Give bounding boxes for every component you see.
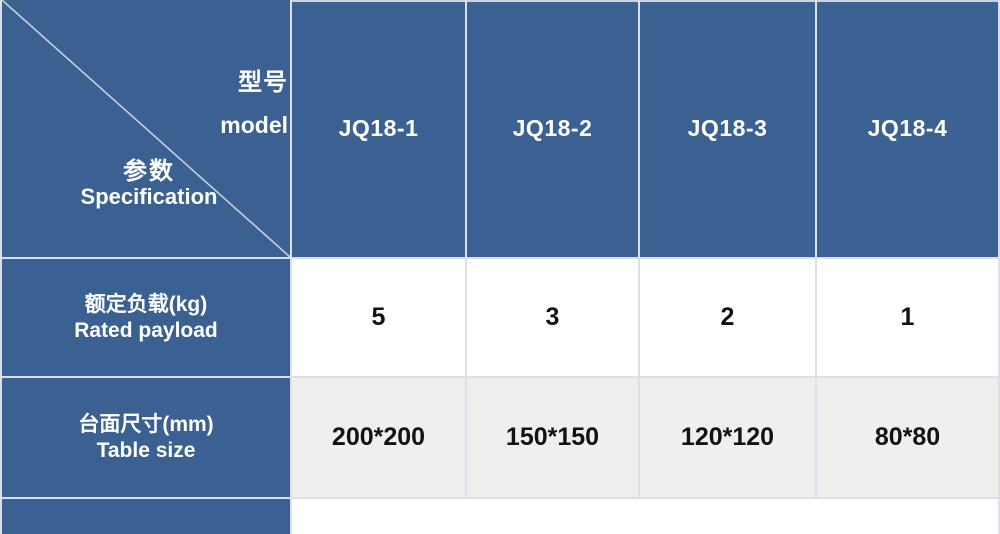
column-header-jq18-1: JQ18-1 [292,0,465,257]
cell-value: 1 [900,303,915,331]
column-header-label: JQ18-2 [512,115,593,141]
corner-top-labels: 型号 model [220,69,288,138]
cell-value: 3 [545,303,560,331]
table-cell-size-jq18-1: 200*200 [292,378,465,497]
table-cell-size-jq18-2: 150*150 [467,378,638,497]
column-header-label: JQ18-1 [338,115,419,141]
row-label-rated-payload: 额定负载(kg) Rated payload [2,259,290,376]
cell-value: 5 [371,303,386,331]
table-cell-payload-jq18-4: 1 [817,259,998,376]
corner-spec-label-en: Specification [80,184,218,209]
cell-value: 80*80 [874,423,941,451]
diagonal-divider [2,0,290,257]
cell-value: 120*120 [680,423,775,451]
table-cell-size-jq18-4: 80*80 [817,378,998,497]
table-cell-payload-jq18-2: 3 [467,259,638,376]
row-label-table-size: 台面尺寸(mm) Table size [2,378,290,497]
corner-bottom-labels: 参数 Specification [39,158,259,209]
table-cell-size-jq18-3: 120*120 [640,378,815,497]
table-cell-payload-jq18-1: 5 [292,259,465,376]
row-label-en: Table size [96,438,196,462]
column-header-jq18-2: JQ18-2 [467,0,638,257]
column-header-jq18-3: JQ18-3 [640,0,815,257]
corner-model-label-zh: 型号 [238,69,288,96]
row-label-partial [2,499,290,534]
table-cell-payload-jq18-3: 2 [640,259,815,376]
row-label-zh: 额定负载(kg) [84,292,208,316]
column-header-jq18-4: JQ18-4 [817,0,998,257]
column-header-label: JQ18-3 [687,115,768,141]
cell-value: 150*150 [505,423,600,451]
row-label-zh: 台面尺寸(mm) [78,412,214,436]
corner-model-label-en: model [220,112,288,138]
column-header-label: JQ18-4 [867,115,948,141]
cell-value: 2 [720,303,735,331]
cell-value: 200*200 [331,423,426,451]
row-label-en: Rated payload [74,318,218,342]
corner-header-cell: 型号 model 参数 Specification [2,0,290,257]
corner-spec-label-zh: 参数 [123,158,175,185]
table-cell-partial [292,499,998,534]
